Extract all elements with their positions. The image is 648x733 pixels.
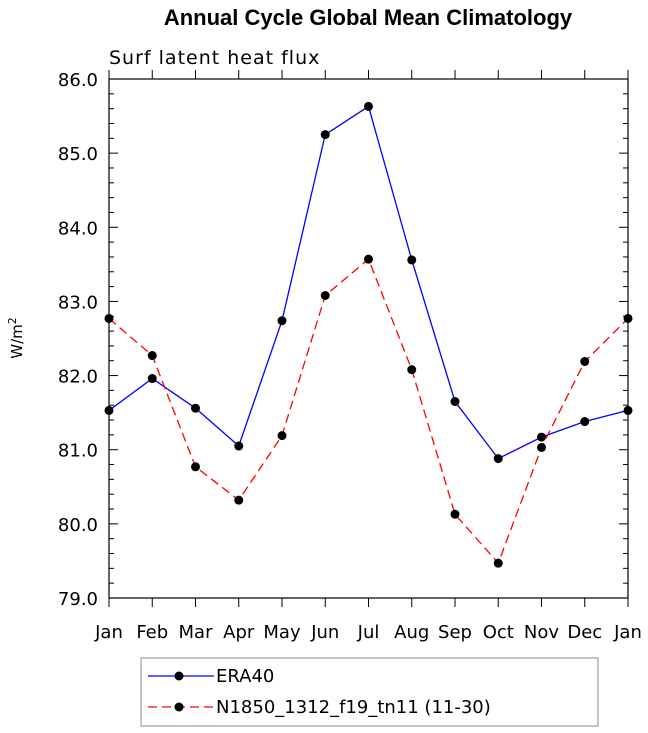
data-point (320, 290, 330, 300)
x-tick-label: Sep (438, 622, 472, 643)
series-layer (104, 101, 633, 568)
plot-frame (108, 78, 629, 599)
data-point (537, 432, 546, 442)
data-point (450, 509, 460, 519)
legend-label-n1850: N1850_1312_f19_tn11 (11-30) (216, 697, 491, 718)
x-tick-label: May (263, 622, 301, 643)
data-point (364, 101, 373, 111)
data-point (104, 313, 114, 323)
data-point (234, 441, 244, 451)
data-point (407, 255, 417, 265)
x-tick-label: Oct (483, 622, 514, 643)
data-point (104, 405, 114, 415)
y-tick-label: 85.0 (58, 144, 98, 165)
y-tick-label: 83.0 (58, 292, 98, 313)
x-tick-label: Jan (613, 622, 642, 643)
y-tick-label: 82.0 (58, 367, 98, 388)
data-point (320, 130, 330, 140)
data-point (147, 374, 157, 384)
y-axis-label-text: W/m (8, 324, 26, 359)
x-tick-label: Apr (223, 622, 255, 643)
data-point (407, 365, 417, 375)
y-tick-label: 79.0 (58, 589, 98, 610)
data-point (234, 495, 244, 505)
y-tick-label: 86.0 (58, 70, 98, 91)
x-tick-label: Jul (357, 622, 380, 643)
x-tick-labels: Jan Feb Mar Apr May Jun Jul Aug Sep Oct Nov Dec Jan (94, 622, 642, 643)
series-line-1 (108, 258, 629, 565)
data-point (623, 405, 633, 415)
data-point (493, 558, 503, 568)
data-point (277, 316, 287, 326)
x-tick-label: Aug (394, 622, 429, 643)
y-axis-label-superscript: 2 (6, 317, 19, 324)
tick-marks (108, 70, 629, 607)
legend: ERA40 N1850_1312_f19_tn11 (11-30) (140, 657, 599, 727)
series-1 (104, 254, 633, 568)
x-tick-label: Feb (136, 622, 168, 643)
data-point (580, 417, 590, 427)
series-0 (104, 101, 633, 464)
data-point (191, 462, 200, 472)
data-point (623, 313, 633, 323)
y-tick-label: 81.0 (58, 441, 98, 462)
data-point (580, 356, 590, 366)
x-tick-label: Mar (179, 622, 214, 643)
legend-marker-n1850 (174, 702, 184, 712)
plot-border (108, 78, 629, 599)
y-tick-labels: 79.0 80.0 81.0 82.0 83.0 84.0 85.0 86.0 (58, 70, 98, 610)
x-tick-label: Jan (94, 622, 123, 643)
data-point (450, 397, 460, 407)
data-point (277, 431, 287, 441)
data-point (493, 454, 503, 464)
series-line-0 (108, 105, 629, 460)
legend-box (140, 657, 599, 727)
data-point (364, 254, 373, 264)
chart-title: Annual Cycle Global Mean Climatology (164, 5, 573, 30)
x-tick-label: Dec (567, 622, 602, 643)
x-tick-label: Jun (310, 622, 339, 643)
y-axis-label: W/m2 (6, 317, 26, 359)
legend-marker-era40 (174, 671, 184, 681)
y-tick-label: 80.0 (58, 515, 98, 536)
y-tick-label: 84.0 (58, 218, 98, 239)
data-point (537, 442, 546, 452)
chart-subtitle: Surf latent heat flux (109, 47, 320, 69)
x-tick-label: Nov (524, 622, 559, 643)
legend-label-era40: ERA40 (216, 666, 274, 687)
data-point (191, 403, 200, 413)
data-point (147, 351, 157, 361)
